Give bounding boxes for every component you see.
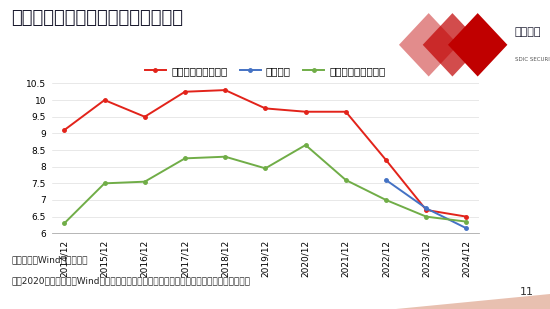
Text: 数据来源：Wind，国投证券: 数据来源：Wind，国投证券 <box>11 255 87 264</box>
Polygon shape <box>448 13 507 77</box>
Polygon shape <box>399 13 458 77</box>
Text: 大中城市房价收入比和购房难度指数: 大中城市房价收入比和购房难度指数 <box>11 9 183 27</box>
Text: 11: 11 <box>520 287 534 297</box>
Legend: 大中城市房价收入比, 久期变化, 收入预期和利率修正: 大中城市房价收入比, 久期变化, 收入预期和利率修正 <box>141 62 390 80</box>
Text: SDIC SECURITIES: SDIC SECURITIES <box>515 57 550 62</box>
Text: 注：2020年前数据来自Wind，沿用统计局房价数据，我们倾向于认为早期房价涨幅存在低估: 注：2020年前数据来自Wind，沿用统计局房价数据，我们倾向于认为早期房价涨幅… <box>11 277 250 286</box>
Polygon shape <box>396 294 550 309</box>
Text: 国投证券: 国投证券 <box>515 27 541 37</box>
Polygon shape <box>423 13 482 77</box>
